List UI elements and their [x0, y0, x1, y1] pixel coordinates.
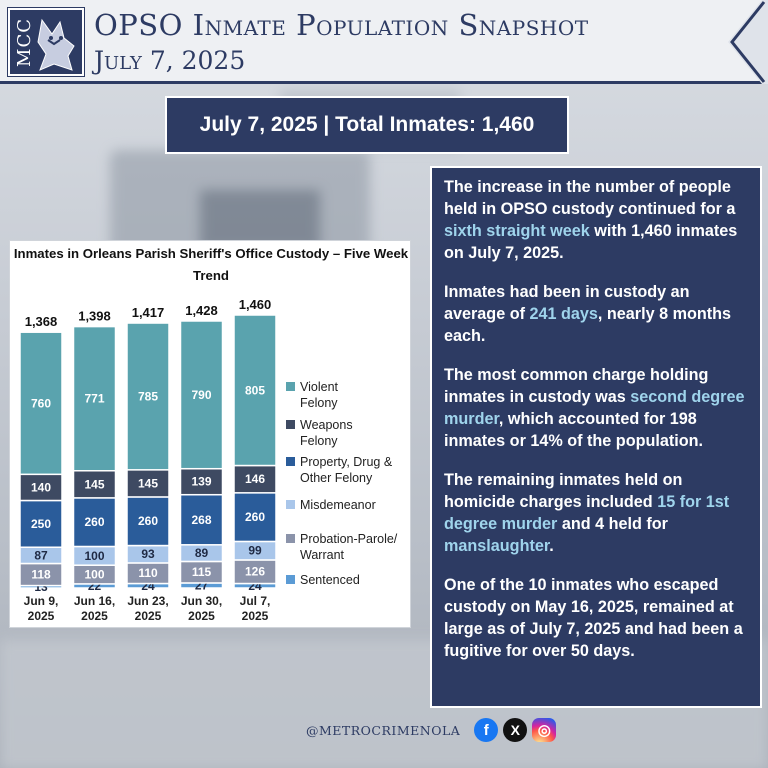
data-label: 260	[138, 514, 158, 528]
data-label: 89	[195, 546, 209, 560]
summary-paragraph: The remaining inmates held on homicide c…	[444, 471, 730, 555]
wolf-icon	[37, 18, 75, 71]
legend-swatch	[286, 382, 295, 391]
instagram-icon[interactable]: ◎	[532, 718, 557, 742]
bar-segment	[233, 314, 277, 467]
summary-paragraph: The most common charge holding inmates i…	[444, 366, 745, 450]
bar-segment	[126, 322, 170, 471]
data-label: 118	[31, 568, 51, 582]
bar-segment	[72, 497, 117, 548]
facebook-icon[interactable]: f	[474, 718, 499, 742]
x-tick-label: Jun 9,	[24, 594, 59, 608]
data-label: 146	[245, 472, 265, 486]
x-tick-label: Jun 30,	[181, 594, 222, 608]
legend-label: Property, Drug &	[300, 455, 393, 469]
data-label: 771	[84, 392, 104, 406]
bar-segment	[72, 470, 117, 499]
data-label: 145	[138, 476, 158, 490]
legend-swatch	[286, 575, 295, 584]
bar-segment	[19, 499, 63, 548]
x-tick-label: 2025	[28, 609, 55, 623]
x-tick-label: 2025	[81, 609, 108, 623]
data-label: 260	[84, 515, 104, 529]
data-label: 99	[248, 544, 262, 558]
data-label: 805	[245, 383, 265, 397]
legend-swatch	[286, 500, 295, 509]
data-label: 250	[31, 517, 51, 531]
x-icon[interactable]: X	[503, 718, 528, 742]
data-label: 100	[84, 549, 104, 563]
total-label: 1,398	[78, 309, 111, 324]
x-tick-label: 2025	[135, 609, 162, 623]
data-label: 93	[141, 547, 155, 561]
chart-card: 13 118 87 250 140 760 1,368 Jun 9, 2025 22 100 100 2…	[9, 240, 411, 628]
logo-text: MCC	[14, 17, 35, 67]
legend-label: Sentenced	[300, 573, 360, 587]
bar-segment	[179, 467, 224, 496]
legend-swatch	[286, 457, 295, 466]
summary-panel: The increase in the number of people hel…	[430, 166, 762, 708]
data-label: 126	[245, 565, 265, 579]
summary-paragraph: Inmates had been in custody an average o…	[444, 283, 732, 345]
bar-segment	[179, 320, 224, 470]
data-label: 760	[31, 396, 51, 410]
page-date: July 7, 2025	[94, 46, 246, 75]
legend-label: Weapons	[300, 418, 353, 432]
total-label: 1,460	[239, 297, 272, 312]
data-label: 785	[138, 389, 158, 403]
data-label: 100	[84, 568, 104, 582]
bar-segment	[72, 325, 117, 472]
data-label: 139	[191, 475, 211, 489]
bar-segment	[126, 469, 170, 498]
legend-label: Violent	[300, 380, 339, 394]
total-label: 1,368	[25, 314, 58, 329]
legend-label: Felony	[300, 434, 338, 448]
summary-paragraph: The increase in the number of people hel…	[444, 178, 738, 262]
legend-label: Felony	[300, 396, 338, 410]
bar-segment	[126, 496, 170, 547]
total-label: 1,417	[132, 305, 165, 320]
legend-label: Probation-Parole/	[300, 532, 398, 546]
social-footer: @METROCRIMENOLA f X ◎	[306, 718, 561, 742]
x-tick-label: 2025	[188, 609, 215, 623]
page-title: OPSO Inmate Population Snapshot	[94, 8, 589, 42]
chevron-left-icon	[728, 0, 768, 84]
x-tick-label: 2025	[242, 609, 269, 623]
legend-label: Other Felony	[300, 471, 373, 485]
header: MCC OPSO Inmate Population Snapshot July…	[0, 0, 768, 84]
mcc-logo: MCC	[7, 7, 85, 77]
total-label: 1,428	[185, 303, 218, 318]
bar-segment	[19, 331, 63, 476]
legend-label: Warrant	[300, 548, 345, 562]
total-inmates-banner: July 7, 2025 | Total Inmates: 1,460	[165, 96, 569, 154]
data-label: 115	[192, 565, 212, 579]
bar-segment	[233, 464, 277, 494]
x-tick-label: Jun 16,	[74, 594, 115, 608]
social-handle[interactable]: @METROCRIMENOLA	[306, 722, 461, 738]
data-label: 260	[245, 510, 265, 524]
data-label: 140	[31, 480, 51, 494]
x-tick-label: Jun 23,	[127, 594, 168, 608]
legend-label: Misdemeanor	[300, 498, 376, 512]
chart-title: Inmates in Orleans Parish Sheriff's Offi…	[13, 246, 409, 283]
summary-paragraph: One of the 10 inmates who escaped custod…	[444, 576, 743, 660]
x-tick-label: Jul 7,	[240, 594, 271, 608]
legend-swatch	[286, 534, 295, 543]
data-label: 268	[191, 513, 211, 527]
data-label: 790	[191, 388, 211, 402]
legend-swatch	[286, 420, 295, 429]
data-label: 145	[84, 477, 104, 491]
data-label: 87	[34, 548, 48, 562]
data-label: 110	[138, 566, 158, 580]
